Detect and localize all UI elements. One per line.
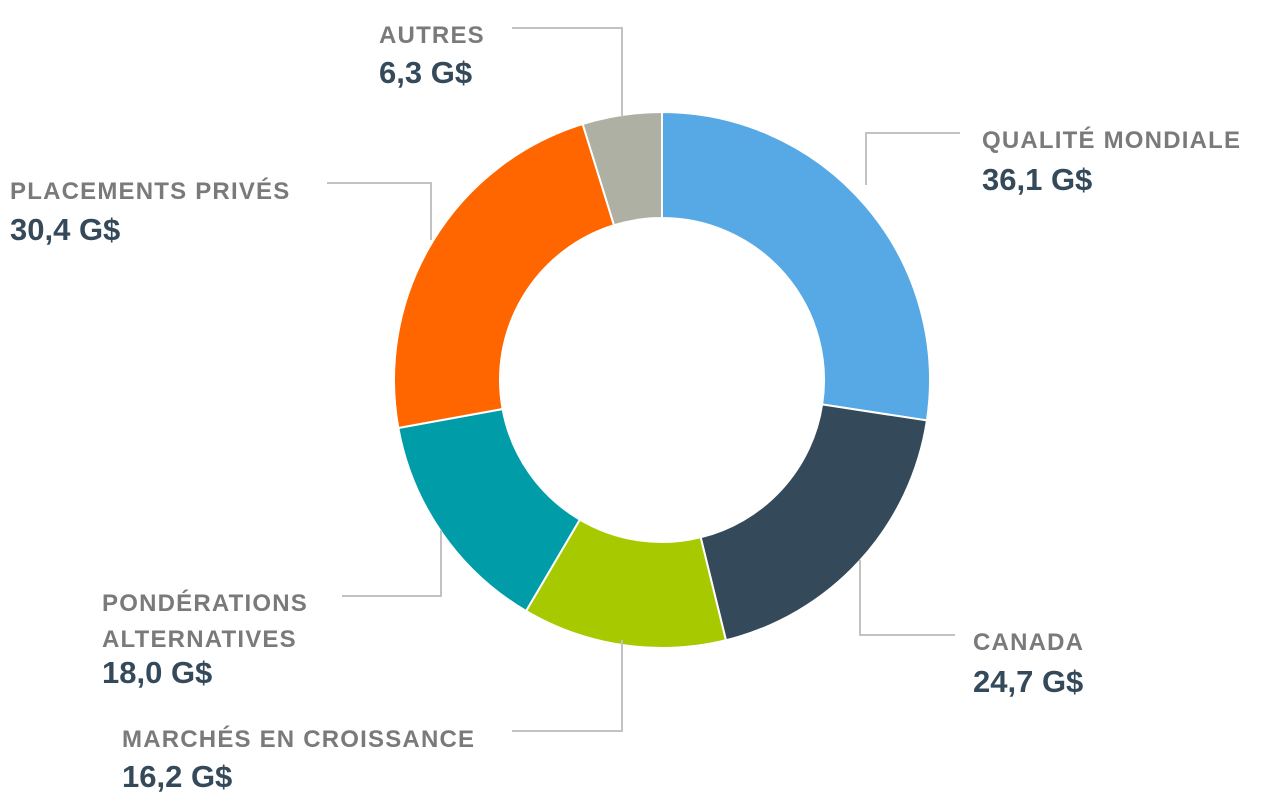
- slice-value-marches-en-croissance: 16,2 G$: [122, 759, 232, 794]
- slice-value-autres: 6,3 G$: [379, 55, 472, 90]
- slice-canada: [699, 403, 929, 642]
- slice-autres: [581, 110, 663, 227]
- leader-line-canada: [859, 560, 955, 636]
- slice-label-marches-en-croissance: MARCHÉS EN CROISSANCE: [122, 725, 475, 753]
- slice-value-qualite-mondiale: 36,1 G$: [982, 162, 1092, 197]
- slice-label-ponderations-alternatives-line-2: ALTERNATIVES: [102, 626, 297, 653]
- slice-label-ponderations-alternatives-line-1: PONDÉRATIONS: [102, 589, 308, 617]
- leader-line-qualite-mondiale: [865, 132, 960, 185]
- leader-line-ponderations-alternatives: [342, 530, 442, 597]
- leader-line-autres: [512, 27, 623, 117]
- slice-label-autres: AUTRES: [379, 22, 485, 49]
- slice-qualite-mondiale: [661, 110, 931, 422]
- leader-line-marches-en-croissance: [512, 640, 623, 732]
- leader-lines: [327, 27, 960, 732]
- slice-labels: QUALITÉ MONDIALE 36,1 G$ CANADA 24,7 G$ MARC…: [10, 22, 1241, 794]
- slice-label-placements-prives: PLACEMENTS PRIVÉS: [10, 177, 290, 205]
- slice-label-qualite-mondiale: QUALITÉ MONDIALE: [982, 126, 1241, 154]
- donut-slices: [393, 110, 931, 649]
- slice-value-placements-prives: 30,4 G$: [10, 212, 120, 247]
- slice-value-canada: 24,7 G$: [973, 664, 1083, 699]
- slice-label-canada: CANADA: [973, 629, 1084, 656]
- leader-line-placements-prives: [327, 182, 432, 240]
- slice-value-ponderations-alternatives: 18,0 G$: [102, 655, 212, 690]
- slice-placements-prives: [393, 122, 616, 430]
